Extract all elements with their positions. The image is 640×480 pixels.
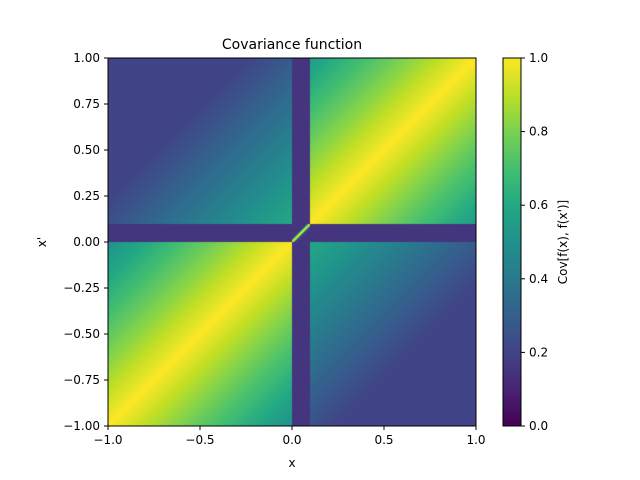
colorbar-tick-label: 0.2: [529, 345, 548, 359]
y-axis-ticks: 1.00 0.75 0.50 0.25 0.00 −0.25 −0.50 −0.75 −1.00: [63, 51, 108, 433]
y-tick-label: 1.00: [73, 51, 100, 65]
colorbar-tick-label: 0.8: [529, 125, 548, 139]
colorbar-tick-label: 1.0: [529, 51, 548, 65]
y-axis-label: x': [35, 237, 49, 247]
y-tick-label: −0.25: [63, 281, 100, 295]
y-tick-label: 0.00: [73, 235, 100, 249]
colorbar-ticks: 0.0 0.2 0.4 0.6 0.8 1.0: [521, 51, 548, 433]
colorbar: [502, 57, 522, 427]
colorbar-label: Cov[f(x), f(x')]: [556, 200, 570, 285]
x-axis-ticks: −1.0 −0.5 0.0 0.5 1.0: [93, 426, 486, 447]
heatmap: [108, 58, 476, 426]
y-tick-label: −0.50: [63, 327, 100, 341]
y-tick-label: 0.50: [73, 143, 100, 157]
x-tick-label: 1.0: [466, 433, 485, 447]
x-tick-label: 0.0: [282, 433, 301, 447]
x-tick-label: 0.5: [374, 433, 393, 447]
x-tick-label: −0.5: [185, 433, 214, 447]
colorbar-tick-label: 0.0: [529, 419, 548, 433]
y-tick-label: −1.00: [63, 419, 100, 433]
heatmap-image: [108, 58, 476, 426]
chart-title: Covariance function: [222, 37, 362, 53]
x-tick-label: −1.0: [93, 433, 122, 447]
colorbar-tick-label: 0.6: [529, 198, 548, 212]
x-axis-label: x: [288, 456, 295, 470]
y-tick-label: 0.25: [73, 189, 100, 203]
colorbar-tick-label: 0.4: [529, 272, 548, 286]
y-tick-label: −0.75: [63, 373, 100, 387]
y-tick-label: 0.75: [73, 97, 100, 111]
